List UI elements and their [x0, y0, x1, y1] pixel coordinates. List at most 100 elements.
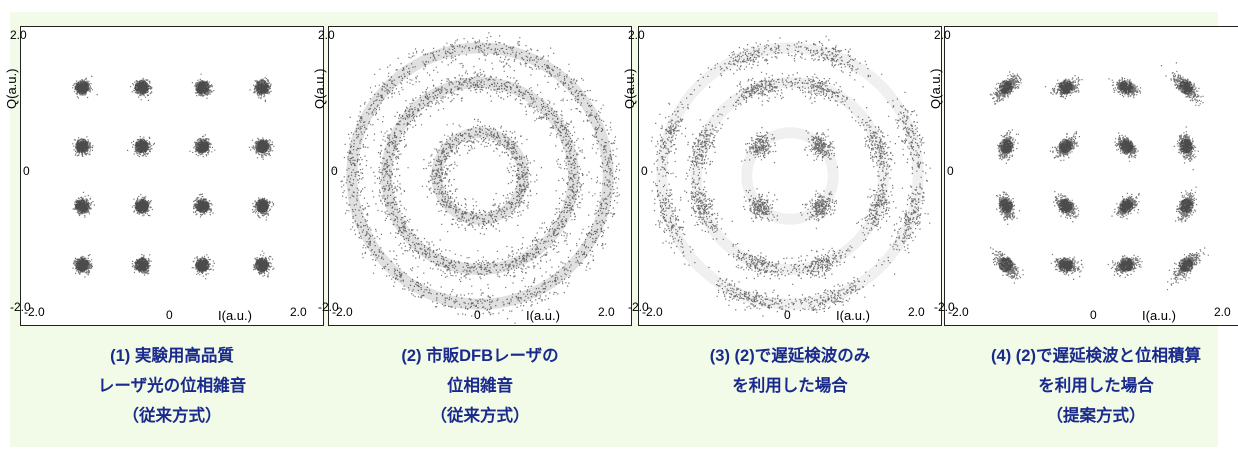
caption-line: (1) 実験用高品質 — [110, 347, 234, 365]
cluster-4 — [255, 80, 269, 95]
plot-frame — [638, 26, 942, 326]
y-axis-title: Q(a.u.) — [4, 68, 19, 109]
phase-ring-2 — [690, 76, 890, 276]
y-tick-max: 2.0 — [10, 28, 27, 42]
x-tick-zero: 0 — [166, 308, 173, 322]
x-tick-max: 2.0 — [1214, 305, 1231, 319]
caption-line: （従来方式） — [122, 407, 222, 425]
constellation-plot-2 — [328, 26, 632, 326]
x-tick-min: -2.0 — [24, 305, 45, 319]
plot-frame — [328, 26, 632, 326]
y-tick-zero: 0 — [641, 164, 648, 178]
cluster-7 — [195, 139, 210, 154]
x-axis-title: I(a.u.) — [526, 308, 560, 323]
constellation-plot-1 — [20, 26, 324, 326]
cluster-13 — [75, 257, 89, 272]
caption-line: （従来方式） — [430, 407, 530, 425]
y-tick-max: 2.0 — [318, 28, 335, 42]
caption-line: (4) (2)で遅延検波と位相積算 — [991, 347, 1201, 365]
cluster-2 — [134, 80, 149, 95]
phase-ring-3 — [346, 42, 614, 310]
constellation-panel-3: 2.0 0 -2.0 -2.0 0 2.0 I(a.u.) Q(a.u.) — [622, 26, 942, 326]
x-tick-zero: 0 — [784, 308, 791, 322]
y-axis-title: Q(a.u.) — [928, 68, 943, 109]
cluster-10 — [134, 198, 149, 213]
cluster-12 — [255, 198, 269, 213]
cluster-16 — [255, 257, 269, 272]
x-axis-title: I(a.u.) — [218, 308, 252, 323]
cluster-5 — [75, 139, 89, 154]
y-tick-zero: 0 — [331, 164, 338, 178]
phase-ring-1 — [741, 127, 839, 225]
caption-line: レーザ光の位相雑音 — [97, 377, 247, 395]
cluster-6 — [134, 139, 149, 154]
cluster-4 — [1179, 80, 1193, 95]
cluster-13 — [999, 257, 1013, 272]
caption-4: (4) (2)で遅延検波と位相積算 を利用した場合 （提案方式） — [944, 341, 1238, 431]
scatter-points — [989, 62, 1209, 291]
cluster-14 — [1058, 257, 1073, 272]
cluster-8 — [1179, 139, 1193, 154]
y-tick-min: -2.0 — [10, 300, 31, 314]
y-axis-title: Q(a.u.) — [312, 68, 327, 109]
x-tick-zero: 0 — [1090, 308, 1097, 322]
x-tick-max: 2.0 — [598, 305, 615, 319]
x-axis-title: I(a.u.) — [1142, 308, 1176, 323]
cluster-11 — [195, 198, 210, 213]
cluster-3 — [195, 80, 210, 95]
x-axis-title: I(a.u.) — [836, 308, 870, 323]
caption-2: (2) 市販DFBレーザの 位相雑音 （従来方式） — [328, 341, 632, 431]
caption-line: (3) (2)で遅延検波のみ — [709, 347, 871, 365]
constellation-panel-4: 2.0 0 -2.0 -2.0 0 2.0 I(a.u.) Q(a.u.) — [928, 26, 1238, 326]
constellation-plot-4 — [944, 26, 1238, 326]
caption-line: (2) 市販DFBレーザの — [401, 347, 559, 365]
scatter-points — [333, 32, 621, 324]
cluster-9 — [999, 198, 1013, 213]
x-tick-zero: 0 — [474, 308, 481, 322]
x-tick-min: -2.0 — [948, 305, 969, 319]
y-tick-max: 2.0 — [934, 28, 951, 42]
phase-ring-3 — [656, 42, 924, 310]
y-tick-max: 2.0 — [628, 28, 645, 42]
cluster-1 — [75, 80, 89, 95]
y-axis-title: Q(a.u.) — [622, 68, 637, 109]
constellation-panel-1: 2.0 0 -2.0 -2.0 0 2.0 I(a.u.) Q(a.u.) — [4, 26, 324, 326]
x-tick-min: -2.0 — [332, 305, 353, 319]
cluster-2 — [1058, 80, 1073, 95]
cluster-9 — [75, 198, 89, 213]
x-tick-min: -2.0 — [642, 305, 663, 319]
plot-frame — [20, 26, 324, 326]
caption-line: を利用した場合 — [732, 377, 848, 395]
cluster-11 — [1119, 198, 1134, 213]
cluster-3 — [1119, 80, 1134, 95]
caption-line: （提案方式） — [1046, 407, 1146, 425]
cluster-10 — [1058, 198, 1073, 213]
cluster-15 — [195, 257, 210, 272]
phase-ring-2 — [380, 76, 580, 276]
y-tick-zero: 0 — [947, 164, 954, 178]
constellation-plot-3 — [638, 26, 942, 326]
cluster-1 — [999, 80, 1013, 95]
x-tick-max: 2.0 — [290, 305, 307, 319]
caption-3: (3) (2)で遅延検波のみ を利用した場合 — [638, 341, 942, 401]
plot-frame — [944, 26, 1238, 326]
y-tick-min: -2.0 — [318, 300, 339, 314]
cluster-5 — [999, 139, 1013, 154]
cluster-12 — [1179, 198, 1193, 213]
cluster-16 — [1179, 257, 1193, 272]
cluster-14 — [134, 257, 149, 272]
caption-1: (1) 実験用高品質 レーザ光の位相雑音 （従来方式） — [20, 341, 324, 431]
constellation-panel-2: 2.0 0 -2.0 -2.0 0 2.0 I(a.u.) Q(a.u.) — [312, 26, 632, 326]
cluster-8 — [255, 139, 269, 154]
y-tick-min: -2.0 — [934, 300, 955, 314]
y-tick-zero: 0 — [23, 164, 30, 178]
x-tick-max: 2.0 — [908, 305, 925, 319]
caption-line: を利用した場合 — [1038, 377, 1154, 395]
phase-ring-1 — [431, 127, 529, 225]
cluster-6 — [1058, 139, 1073, 154]
caption-line: 位相雑音 — [447, 377, 513, 395]
cluster-7 — [1119, 139, 1134, 154]
y-tick-min: -2.0 — [628, 300, 649, 314]
cluster-15 — [1119, 257, 1134, 272]
